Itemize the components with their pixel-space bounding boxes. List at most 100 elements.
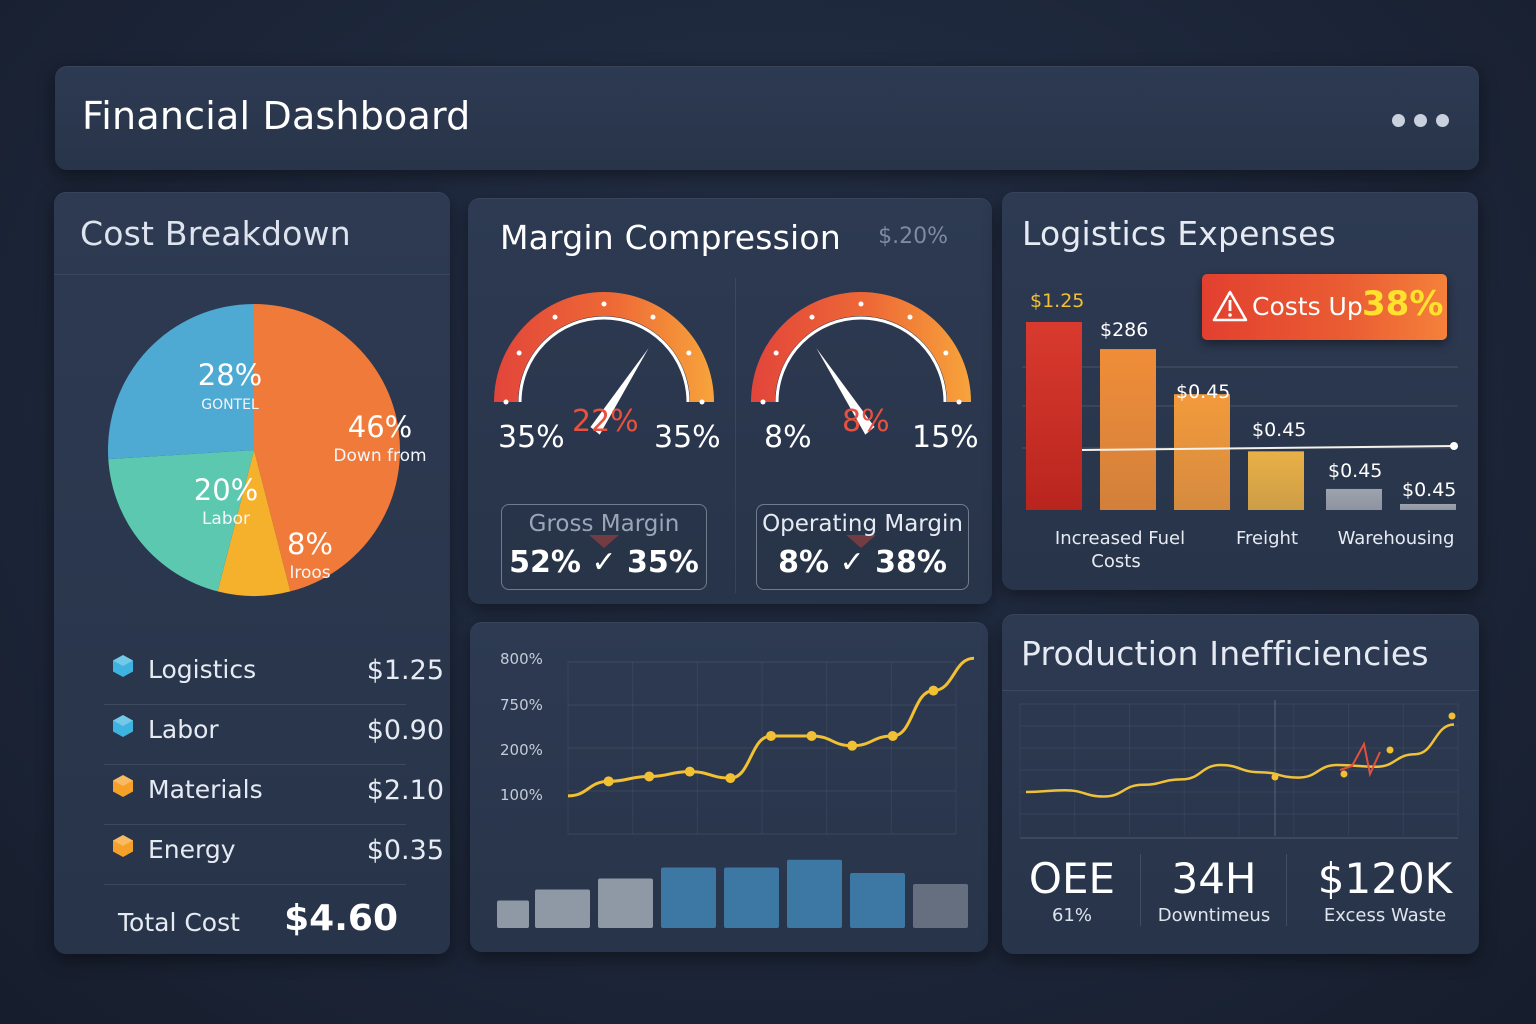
gauge2-right-value: 15% [912, 420, 979, 455]
gauge-tick [686, 350, 692, 356]
cost-item-row[interactable]: Logistics $1.25 [104, 640, 444, 700]
gauge-tick [858, 301, 864, 307]
trend-point [644, 771, 655, 782]
gauge-inner-ring [775, 316, 947, 403]
warning-icon [1212, 290, 1248, 322]
divider [104, 824, 406, 825]
pie-slice-label: Labor [202, 509, 250, 529]
cost-item-row[interactable]: Labor $0.90 [104, 700, 444, 760]
pie-slice-percent: 20% [194, 473, 258, 507]
divider [1002, 690, 1479, 691]
margin-compression-panel: Margin Compression $.20% 35% 22% 35% 8% … [468, 198, 992, 604]
inefficiency-point [1340, 770, 1348, 778]
expense-bar-label: $0.45 [1176, 381, 1230, 403]
pie-slice [108, 450, 254, 592]
production-inefficiencies-panel: Production Inefficiencies OEE 61% 34H Do… [1002, 614, 1479, 954]
gauge-needle [590, 348, 649, 435]
pie-slice-percent: 28% [198, 358, 262, 392]
expense-bar-label: $1.25 [1030, 290, 1084, 312]
cost-item-name: Materials [148, 775, 263, 804]
threshold-line [1081, 445, 1455, 451]
oee-percent: 61% [1051, 905, 1092, 926]
total-cost-label: Total Cost [118, 908, 240, 937]
gross-margin-values: 52% ✓ 35% [509, 545, 699, 580]
pie-slice [217, 450, 291, 596]
cost-item-value: $1.25 [366, 655, 444, 686]
oee-kpi: OEE 61% [1012, 854, 1132, 926]
expense-bar [1248, 451, 1304, 510]
pie-slice-label: GONTEL [201, 397, 259, 413]
gauge2-left-value: 8% [764, 420, 812, 455]
volume-bar [497, 900, 529, 928]
expense-bar [1400, 503, 1456, 510]
gauge-tick [552, 314, 558, 320]
gauge2-center-value: 8% [842, 404, 890, 439]
margin-compression-title: Margin Compression [500, 218, 841, 257]
cost-item-name: Energy [148, 835, 236, 864]
operating-margin-box: Operating Margin 8% ✓ 38% [756, 504, 969, 590]
volume-bar [535, 889, 590, 928]
gauge-arc [751, 292, 971, 402]
inefficiency-point [1386, 746, 1394, 754]
divider [1286, 854, 1287, 926]
gauge-tick [601, 301, 607, 307]
expense-bar-label: $286 [1100, 319, 1148, 341]
cost-item-row[interactable]: Energy $0.35 [104, 820, 444, 880]
header-bar: Financial Dashboard [55, 66, 1479, 170]
oee-value: OEE [1028, 854, 1116, 903]
trend-point [887, 730, 898, 741]
divider [735, 278, 736, 593]
expense-bar [1174, 394, 1230, 510]
downtime-value: 34H [1171, 854, 1257, 903]
production-line-chart [1019, 700, 1459, 839]
excess-waste-label: Excess Waste [1323, 905, 1447, 926]
operating-margin-values: 8% ✓ 38% [778, 545, 947, 580]
gauge1-center-value: 22% [572, 404, 639, 439]
gross-margin-label: Gross Margin [528, 511, 680, 537]
hexagon-icon [113, 655, 133, 677]
y-tick-label: 100% [500, 786, 543, 804]
cost-item-value: $0.90 [366, 715, 444, 746]
pie-slice-percent: 8% [287, 527, 333, 561]
volume-bar [913, 884, 968, 928]
cost-item-name: Labor [148, 715, 219, 744]
costs-up-percent: 38% [1362, 284, 1444, 324]
logistics-bar-chart: $1.25 $286 $0.45 $0.45 $0.45 $0.45 Increased F… [1022, 290, 1458, 572]
trend-point [847, 740, 858, 751]
hexagon-icon [113, 715, 133, 737]
volume-bar [598, 878, 653, 928]
volume-bar [850, 873, 905, 928]
gauge-arc [494, 292, 714, 402]
costs-up-alert: Costs Up 38% [1202, 274, 1447, 340]
gauge-tick [956, 399, 962, 405]
gauge1-right-value: 35% [654, 420, 721, 455]
spike-line [1339, 741, 1381, 778]
volume-bar [787, 859, 842, 928]
costs-up-text: Costs Up [1252, 292, 1363, 321]
category-label: Warehousing [1338, 528, 1455, 549]
excess-waste-value: $120K [1317, 854, 1453, 903]
cost-breakdown-title: Cost Breakdown [80, 214, 351, 253]
cost-item-value: $2.10 [366, 775, 444, 806]
cost-item-row[interactable]: Materials $2.10 [104, 760, 444, 820]
logistics-expenses-panel: Logistics Expenses $1.25 $286 $0.45 $0.45 $0… [1002, 192, 1478, 590]
more-options-icon[interactable] [1392, 114, 1449, 127]
expense-bar [1100, 349, 1156, 510]
volume-bar [724, 867, 779, 928]
trend-point [766, 730, 776, 741]
gauge-tick [699, 399, 705, 405]
dot [1392, 114, 1405, 127]
y-tick-label: 200% [500, 741, 543, 759]
page-title: Financial Dashboard [82, 94, 471, 138]
y-tick-label: 750% [500, 696, 543, 714]
dot [1436, 114, 1449, 127]
downtime-label: Downtimeus [1157, 905, 1271, 926]
pie-slice-label: Down from [333, 446, 426, 466]
trend-point [806, 730, 817, 741]
cost-pie-chart: 46%Down from 8%Iroos 20%Labor 28% GONTEL [108, 304, 427, 596]
threshold-point [1450, 442, 1458, 450]
hexagon-icon [113, 775, 133, 797]
category-label: Freight [1236, 528, 1298, 549]
cost-breakdown-panel: Cost Breakdown 46% Down from 8% Iroos 20% Lab… [54, 192, 450, 954]
logistics-expenses-title: Logistics Expenses [1022, 214, 1337, 253]
